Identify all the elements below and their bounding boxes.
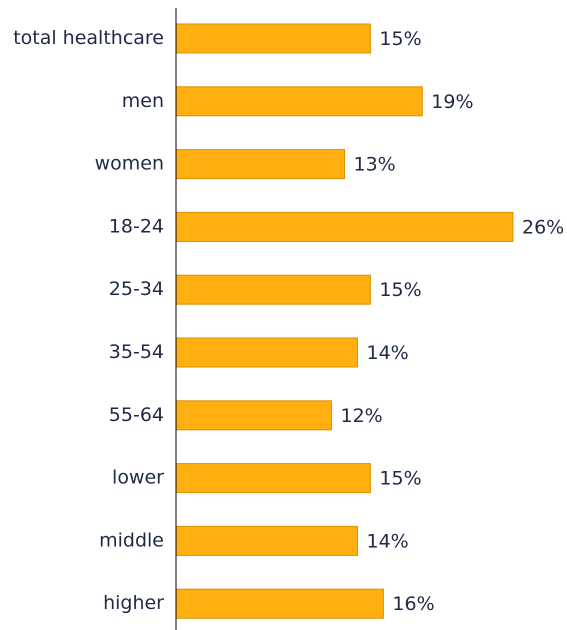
category-label-7: lower xyxy=(112,467,164,489)
category-label-1: men xyxy=(122,90,164,112)
bar-3 xyxy=(175,211,514,242)
bar-7 xyxy=(175,463,371,494)
category-label-0: total healthcare xyxy=(13,27,164,49)
value-label-0: 15% xyxy=(379,28,421,50)
bars-layer xyxy=(175,23,514,619)
value-label-4: 15% xyxy=(379,279,421,301)
category-label-3: 18-24 xyxy=(109,215,164,237)
bar-4 xyxy=(175,274,371,305)
bar-5 xyxy=(175,337,358,368)
category-label-6: 55-64 xyxy=(109,404,164,426)
value-label-9: 16% xyxy=(392,593,434,615)
bar-1 xyxy=(175,86,423,117)
value-label-8: 14% xyxy=(367,530,409,552)
category-labels-layer: total healthcare men women 18-24 25-34 35-54 5… xyxy=(13,27,164,614)
category-label-9: higher xyxy=(103,592,164,614)
value-label-3: 26% xyxy=(522,216,564,238)
bar-0 xyxy=(175,23,371,54)
value-label-5: 14% xyxy=(367,342,409,364)
category-label-5: 35-54 xyxy=(109,341,164,363)
bar-9 xyxy=(175,588,384,619)
category-label-4: 25-34 xyxy=(109,278,164,300)
bar-6 xyxy=(175,400,332,431)
bar-8 xyxy=(175,525,358,556)
bar-2 xyxy=(175,149,345,180)
value-labels-layer: 15% 19% 13% 26% 15% 14% 12% 15% 14% 16% xyxy=(341,28,565,615)
category-label-2: women xyxy=(95,153,164,175)
value-label-6: 12% xyxy=(341,405,383,427)
value-label-2: 13% xyxy=(354,154,396,176)
value-label-7: 15% xyxy=(379,468,421,490)
value-label-1: 19% xyxy=(431,91,473,113)
category-label-8: middle xyxy=(99,529,164,551)
